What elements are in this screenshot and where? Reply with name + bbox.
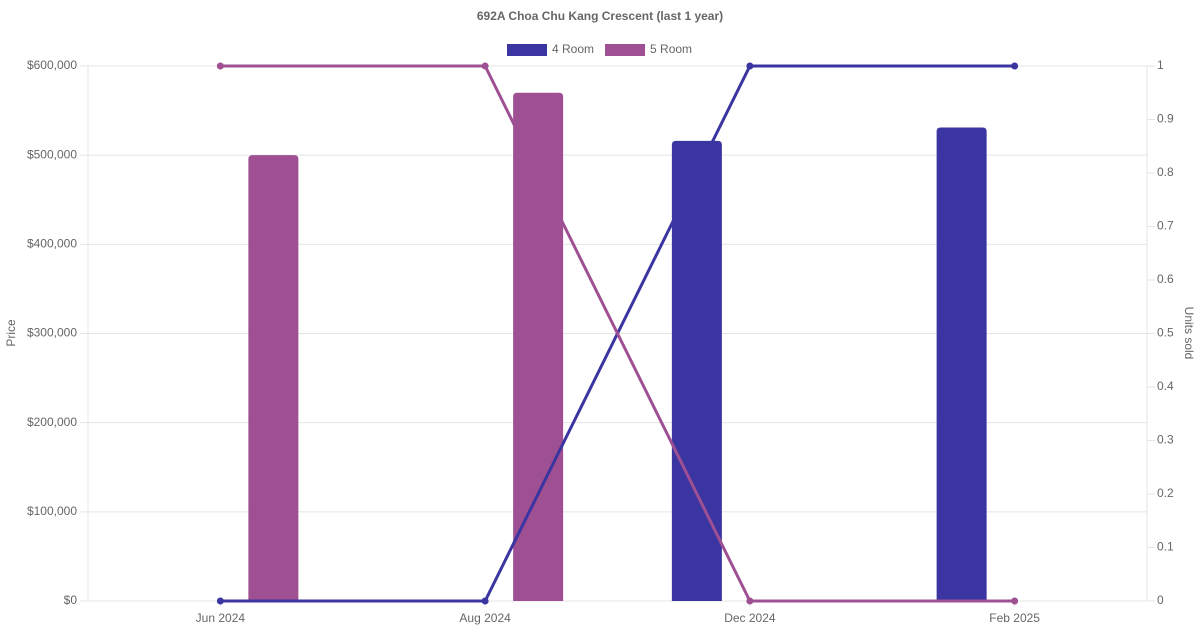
legend-label: 5 Room bbox=[650, 42, 692, 56]
y-axis-label: Price bbox=[4, 319, 18, 347]
y2-tick-label: 0.8 bbox=[1157, 165, 1174, 179]
units-point bbox=[1011, 62, 1019, 70]
y2-tick-label: 0 bbox=[1157, 593, 1164, 607]
y2-tick-label: 0.2 bbox=[1157, 486, 1174, 500]
y2-axis-label: Units sold bbox=[1182, 307, 1196, 360]
bar bbox=[513, 92, 564, 601]
legend-swatch bbox=[605, 44, 646, 56]
units-line bbox=[220, 64, 1015, 603]
units-point bbox=[216, 597, 224, 605]
y2-tick-label: 1 bbox=[1157, 58, 1164, 72]
y-tick-label: $200,000 bbox=[27, 415, 77, 429]
units-point bbox=[216, 62, 224, 70]
y2-tick-label: 0.7 bbox=[1157, 219, 1174, 233]
units-point bbox=[481, 597, 489, 605]
x-tick-label: Jun 2024 bbox=[196, 611, 246, 625]
bar bbox=[671, 140, 722, 601]
y2-tick-label: 0.3 bbox=[1157, 433, 1174, 447]
y-tick-label: $600,000 bbox=[27, 58, 77, 72]
units-point bbox=[481, 62, 489, 70]
y2-tick-label: 0.5 bbox=[1157, 326, 1174, 340]
y-tick-label: $300,000 bbox=[27, 326, 77, 340]
units-point bbox=[1011, 597, 1019, 605]
y2-tick-label: 0.1 bbox=[1157, 540, 1174, 554]
bar bbox=[936, 127, 987, 602]
y2-tick-label: 0.6 bbox=[1157, 272, 1174, 286]
y-tick-label: $0 bbox=[64, 593, 78, 607]
y2-tick-label: 0.9 bbox=[1157, 112, 1174, 126]
chart-title: 692A Choa Chu Kang Crescent (last 1 year… bbox=[477, 9, 723, 23]
x-tick-label: Aug 2024 bbox=[459, 611, 511, 625]
y-tick-label: $500,000 bbox=[27, 147, 77, 161]
y2-tick-label: 0.4 bbox=[1157, 379, 1174, 393]
legend-label: 4 Room bbox=[552, 42, 594, 56]
y-tick-label: $100,000 bbox=[27, 504, 77, 518]
units-point bbox=[746, 597, 754, 605]
bar bbox=[248, 155, 299, 601]
legend-swatch bbox=[507, 44, 547, 56]
y-tick-label: $400,000 bbox=[27, 237, 77, 251]
x-tick-label: Feb 2025 bbox=[989, 611, 1040, 625]
x-tick-label: Dec 2024 bbox=[724, 611, 776, 625]
units-point bbox=[746, 62, 754, 70]
